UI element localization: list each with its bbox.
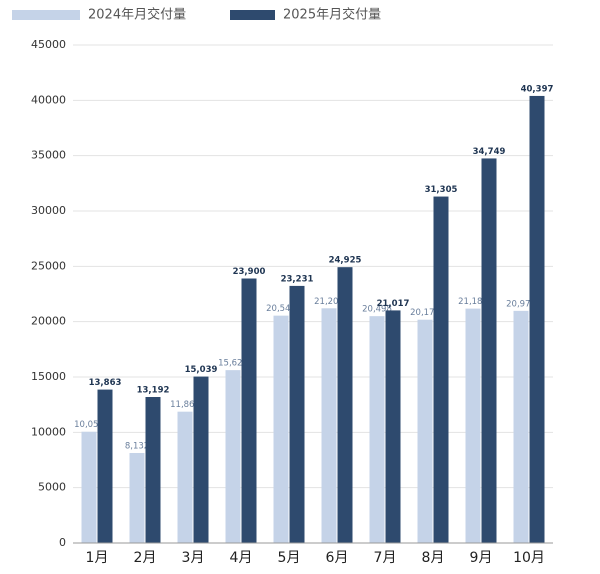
x-tick-label: 8月 (422, 550, 445, 566)
bar (193, 376, 209, 543)
bar (273, 315, 289, 543)
legend-swatch (230, 10, 275, 20)
value-label: 40,397 (521, 84, 554, 94)
bar (337, 267, 353, 543)
bar (369, 316, 385, 543)
value-label: 15,620 (218, 359, 248, 369)
value-label: 20,976 (506, 299, 536, 309)
value-label: 11,866 (170, 400, 200, 410)
legend-label: 2024年月交付量 (88, 7, 186, 23)
bar (529, 95, 545, 543)
x-tick-label: 2月 (134, 550, 157, 566)
value-label: 20,498 (362, 305, 392, 315)
y-tick-label: 15000 (31, 370, 66, 383)
value-label: 13,863 (89, 378, 122, 388)
value-label: 21,017 (377, 299, 410, 309)
legend-label: 2025年月交付量 (283, 7, 381, 23)
bar (321, 308, 337, 543)
x-tick-label: 5月 (278, 550, 301, 566)
y-tick-label: 5000 (38, 481, 66, 494)
y-tick-label: 10000 (31, 425, 66, 438)
value-label: 23,231 (281, 274, 314, 284)
value-label: 21,209 (314, 297, 344, 307)
value-label: 10,055 (74, 420, 104, 430)
bar (241, 278, 257, 543)
value-label: 23,900 (233, 267, 266, 277)
x-tick-label: 4月 (230, 550, 253, 566)
bar (225, 370, 241, 543)
bar (81, 431, 97, 543)
value-label: 15,039 (185, 365, 218, 375)
bar (385, 310, 401, 543)
x-tick-label: 1月 (86, 550, 109, 566)
bar (465, 308, 481, 543)
y-tick-label: 30000 (31, 204, 66, 217)
value-label: 21,181 (458, 297, 488, 307)
value-label: 34,749 (473, 147, 506, 157)
bar (433, 196, 449, 544)
bar (289, 285, 305, 543)
y-tick-label: 25000 (31, 259, 66, 272)
value-label: 20,176 (410, 308, 440, 318)
x-tick-label: 9月 (470, 550, 493, 566)
value-label: 24,925 (329, 256, 362, 266)
y-tick-label: 20000 (31, 315, 66, 328)
bar (513, 310, 529, 543)
x-tick-label: 10月 (513, 550, 545, 566)
bar (417, 319, 433, 543)
value-label: 31,305 (425, 185, 458, 195)
value-label: 20,544 (266, 304, 296, 314)
bar (177, 411, 193, 543)
bar (481, 158, 497, 543)
y-tick-label: 0 (59, 536, 66, 549)
bar (145, 397, 161, 543)
y-tick-label: 45000 (31, 38, 66, 51)
y-tick-label: 35000 (31, 149, 66, 162)
x-tick-label: 3月 (182, 550, 205, 566)
y-tick-label: 40000 (31, 93, 66, 106)
x-tick-label: 7月 (374, 550, 397, 566)
bar (97, 389, 113, 543)
bar (129, 453, 145, 543)
x-tick-label: 6月 (326, 550, 349, 566)
value-label: 8,132 (125, 442, 149, 452)
value-label: 13,192 (137, 386, 170, 396)
legend-swatch (12, 10, 80, 20)
